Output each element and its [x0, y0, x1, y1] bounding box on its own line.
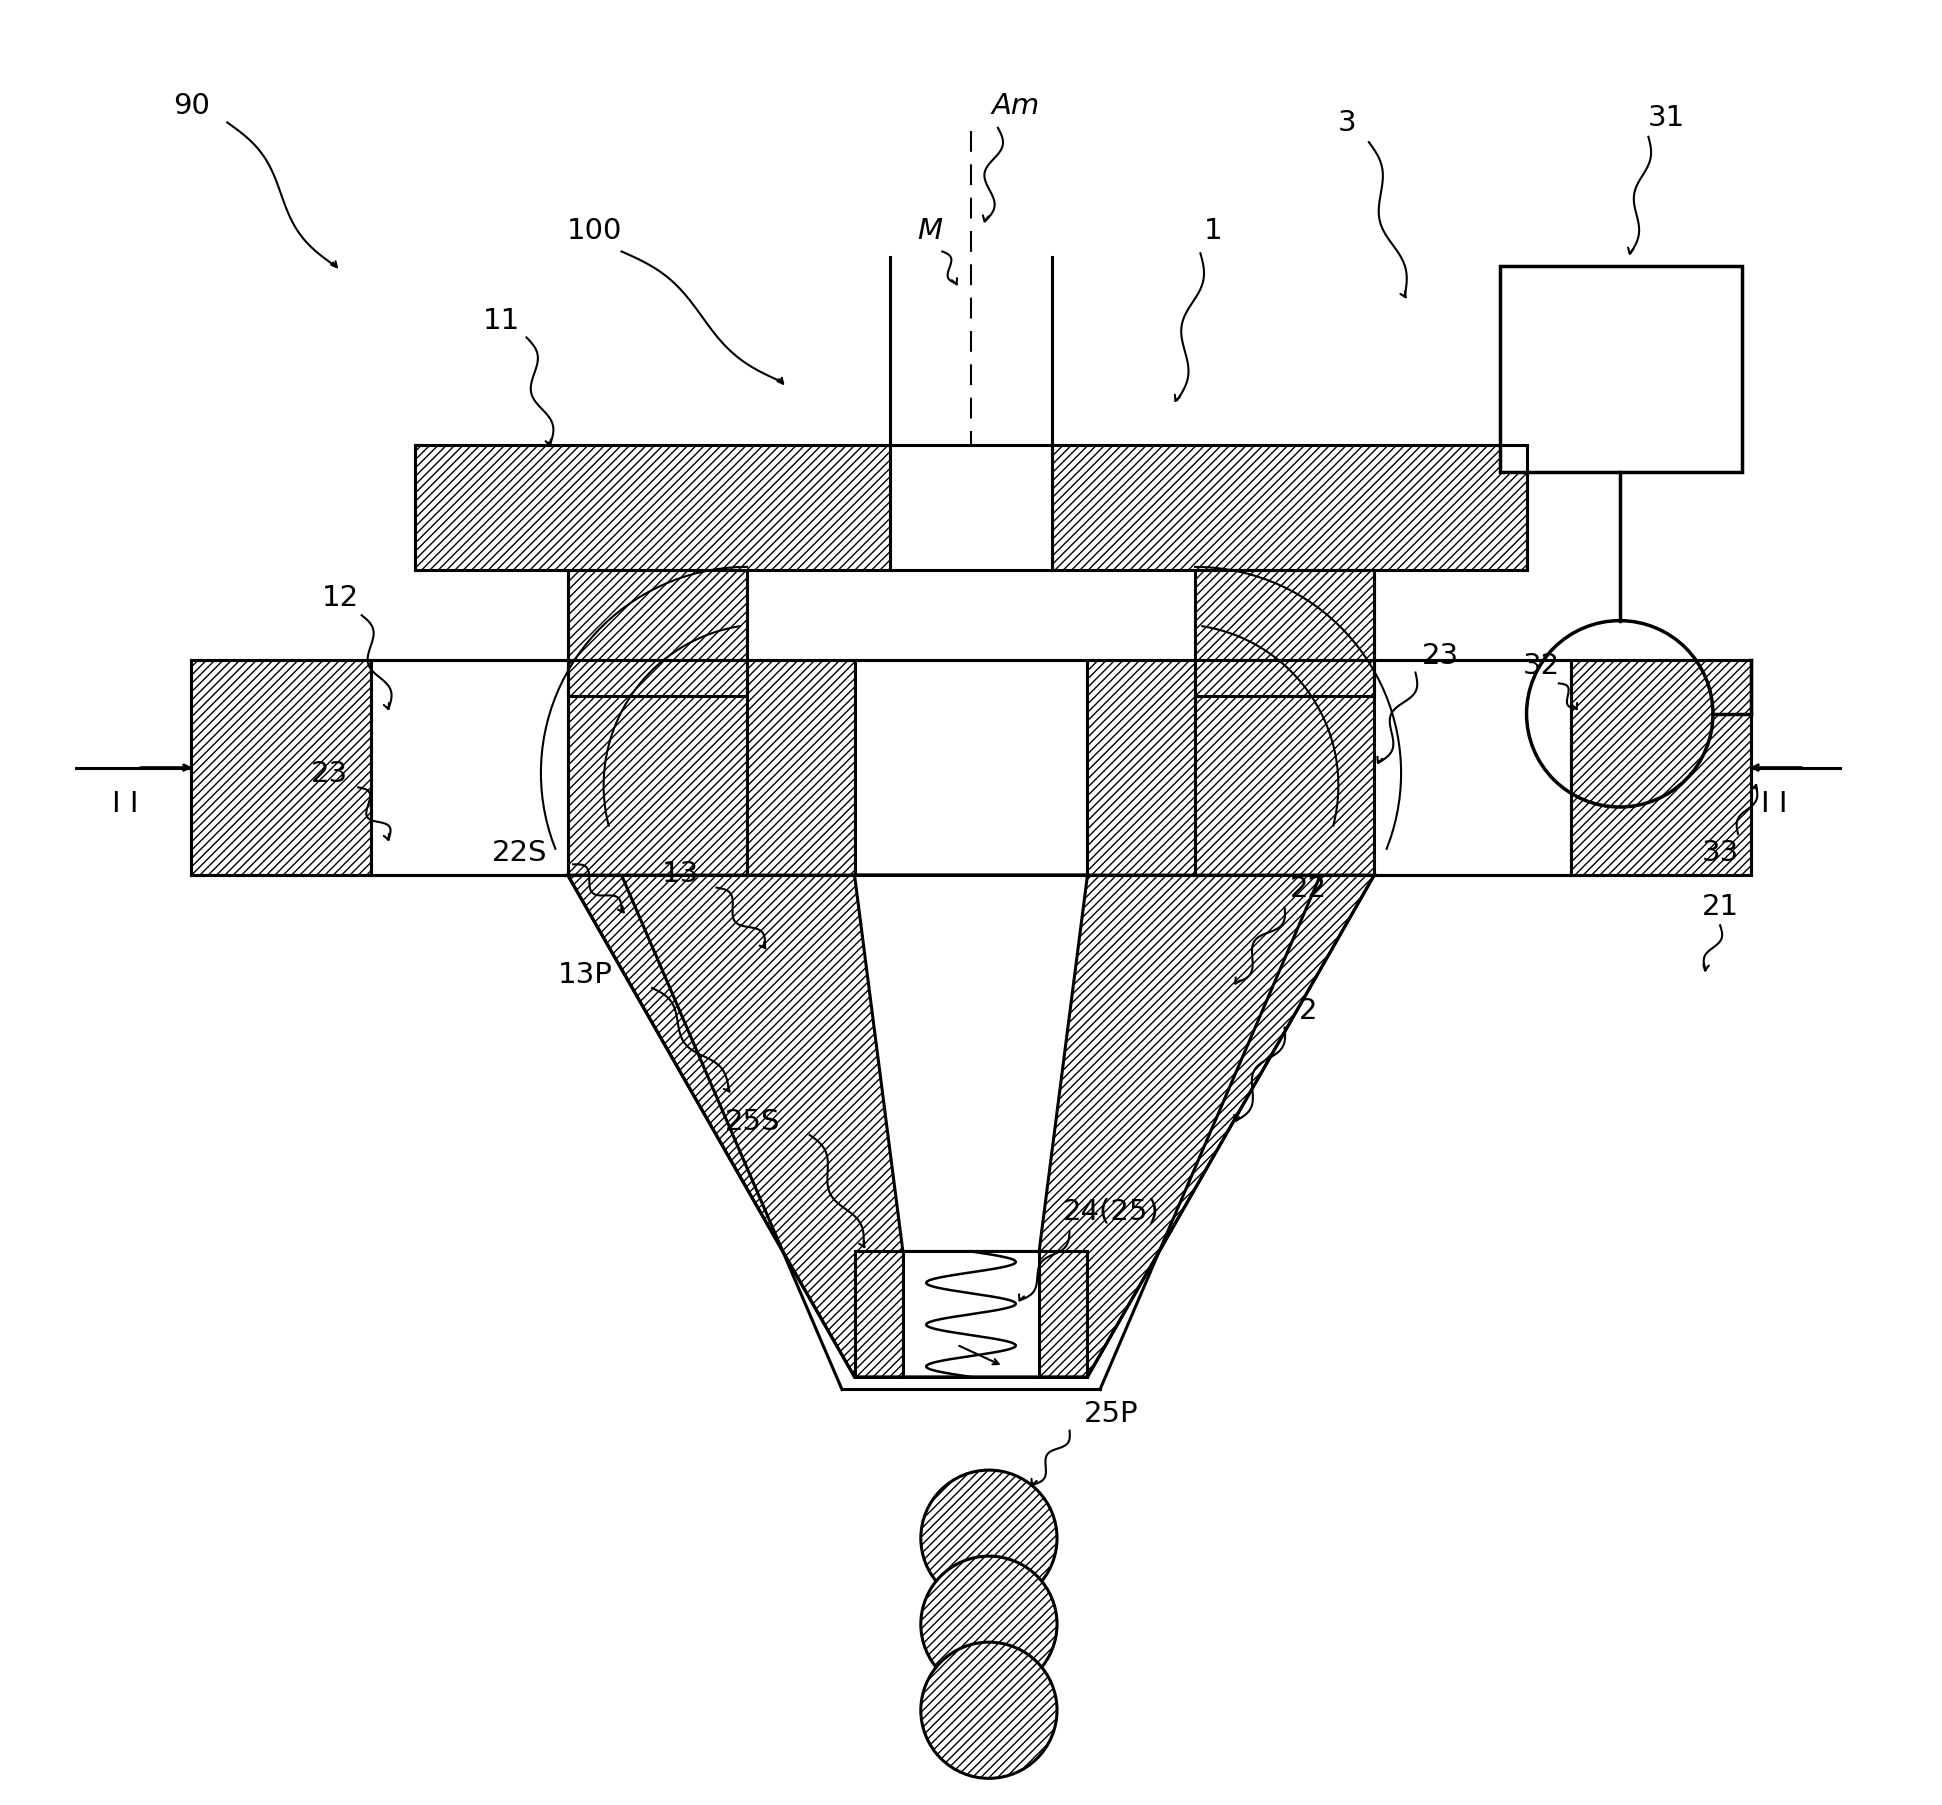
Bar	[567, 570, 748, 697]
Text: 1: 1	[1204, 217, 1222, 245]
Text: 21: 21	[1701, 892, 1738, 921]
Polygon shape	[1039, 1253, 1088, 1377]
Text: 33: 33	[1701, 838, 1738, 866]
Polygon shape	[854, 1253, 903, 1377]
Bar	[1499, 267, 1742, 473]
Text: 23: 23	[1422, 641, 1458, 670]
Text: 32: 32	[1523, 652, 1559, 680]
Bar	[889, 446, 1053, 570]
Text: 24(25): 24(25)	[1062, 1197, 1159, 1224]
Bar	[1194, 570, 1375, 697]
Text: 13: 13	[662, 859, 699, 888]
Text: 31: 31	[1647, 105, 1686, 132]
Text: 100: 100	[567, 217, 621, 245]
Bar	[1088, 661, 1194, 875]
Text: 2: 2	[1299, 996, 1317, 1023]
Bar	[1194, 661, 1375, 875]
Bar	[416, 446, 889, 570]
Text: 3: 3	[1338, 110, 1357, 137]
Polygon shape	[903, 1253, 1039, 1377]
Text: I I: I I	[113, 791, 138, 818]
Text: 25P: 25P	[1084, 1399, 1138, 1428]
Text: 25S: 25S	[724, 1106, 781, 1135]
Bar	[854, 661, 1088, 875]
Text: 13P: 13P	[557, 960, 614, 987]
Text: Am: Am	[992, 92, 1039, 119]
Bar	[1053, 446, 1526, 570]
Bar	[192, 661, 371, 875]
Text: 22: 22	[1289, 874, 1326, 902]
Text: 11: 11	[484, 307, 520, 334]
Text: 23: 23	[311, 760, 348, 787]
Bar	[748, 661, 854, 875]
Bar	[371, 661, 567, 875]
Bar	[1571, 661, 1750, 875]
Circle shape	[921, 1643, 1056, 1778]
Polygon shape	[567, 875, 1375, 1377]
Bar	[1375, 661, 1571, 875]
Circle shape	[921, 1556, 1056, 1693]
Polygon shape	[854, 875, 1088, 1253]
Text: M: M	[917, 217, 942, 245]
Text: 22S: 22S	[491, 838, 548, 866]
Text: I I: I I	[1761, 791, 1787, 818]
Text: 12: 12	[322, 585, 359, 612]
Circle shape	[921, 1471, 1056, 1606]
Text: 90: 90	[173, 92, 210, 119]
Bar	[567, 661, 748, 875]
